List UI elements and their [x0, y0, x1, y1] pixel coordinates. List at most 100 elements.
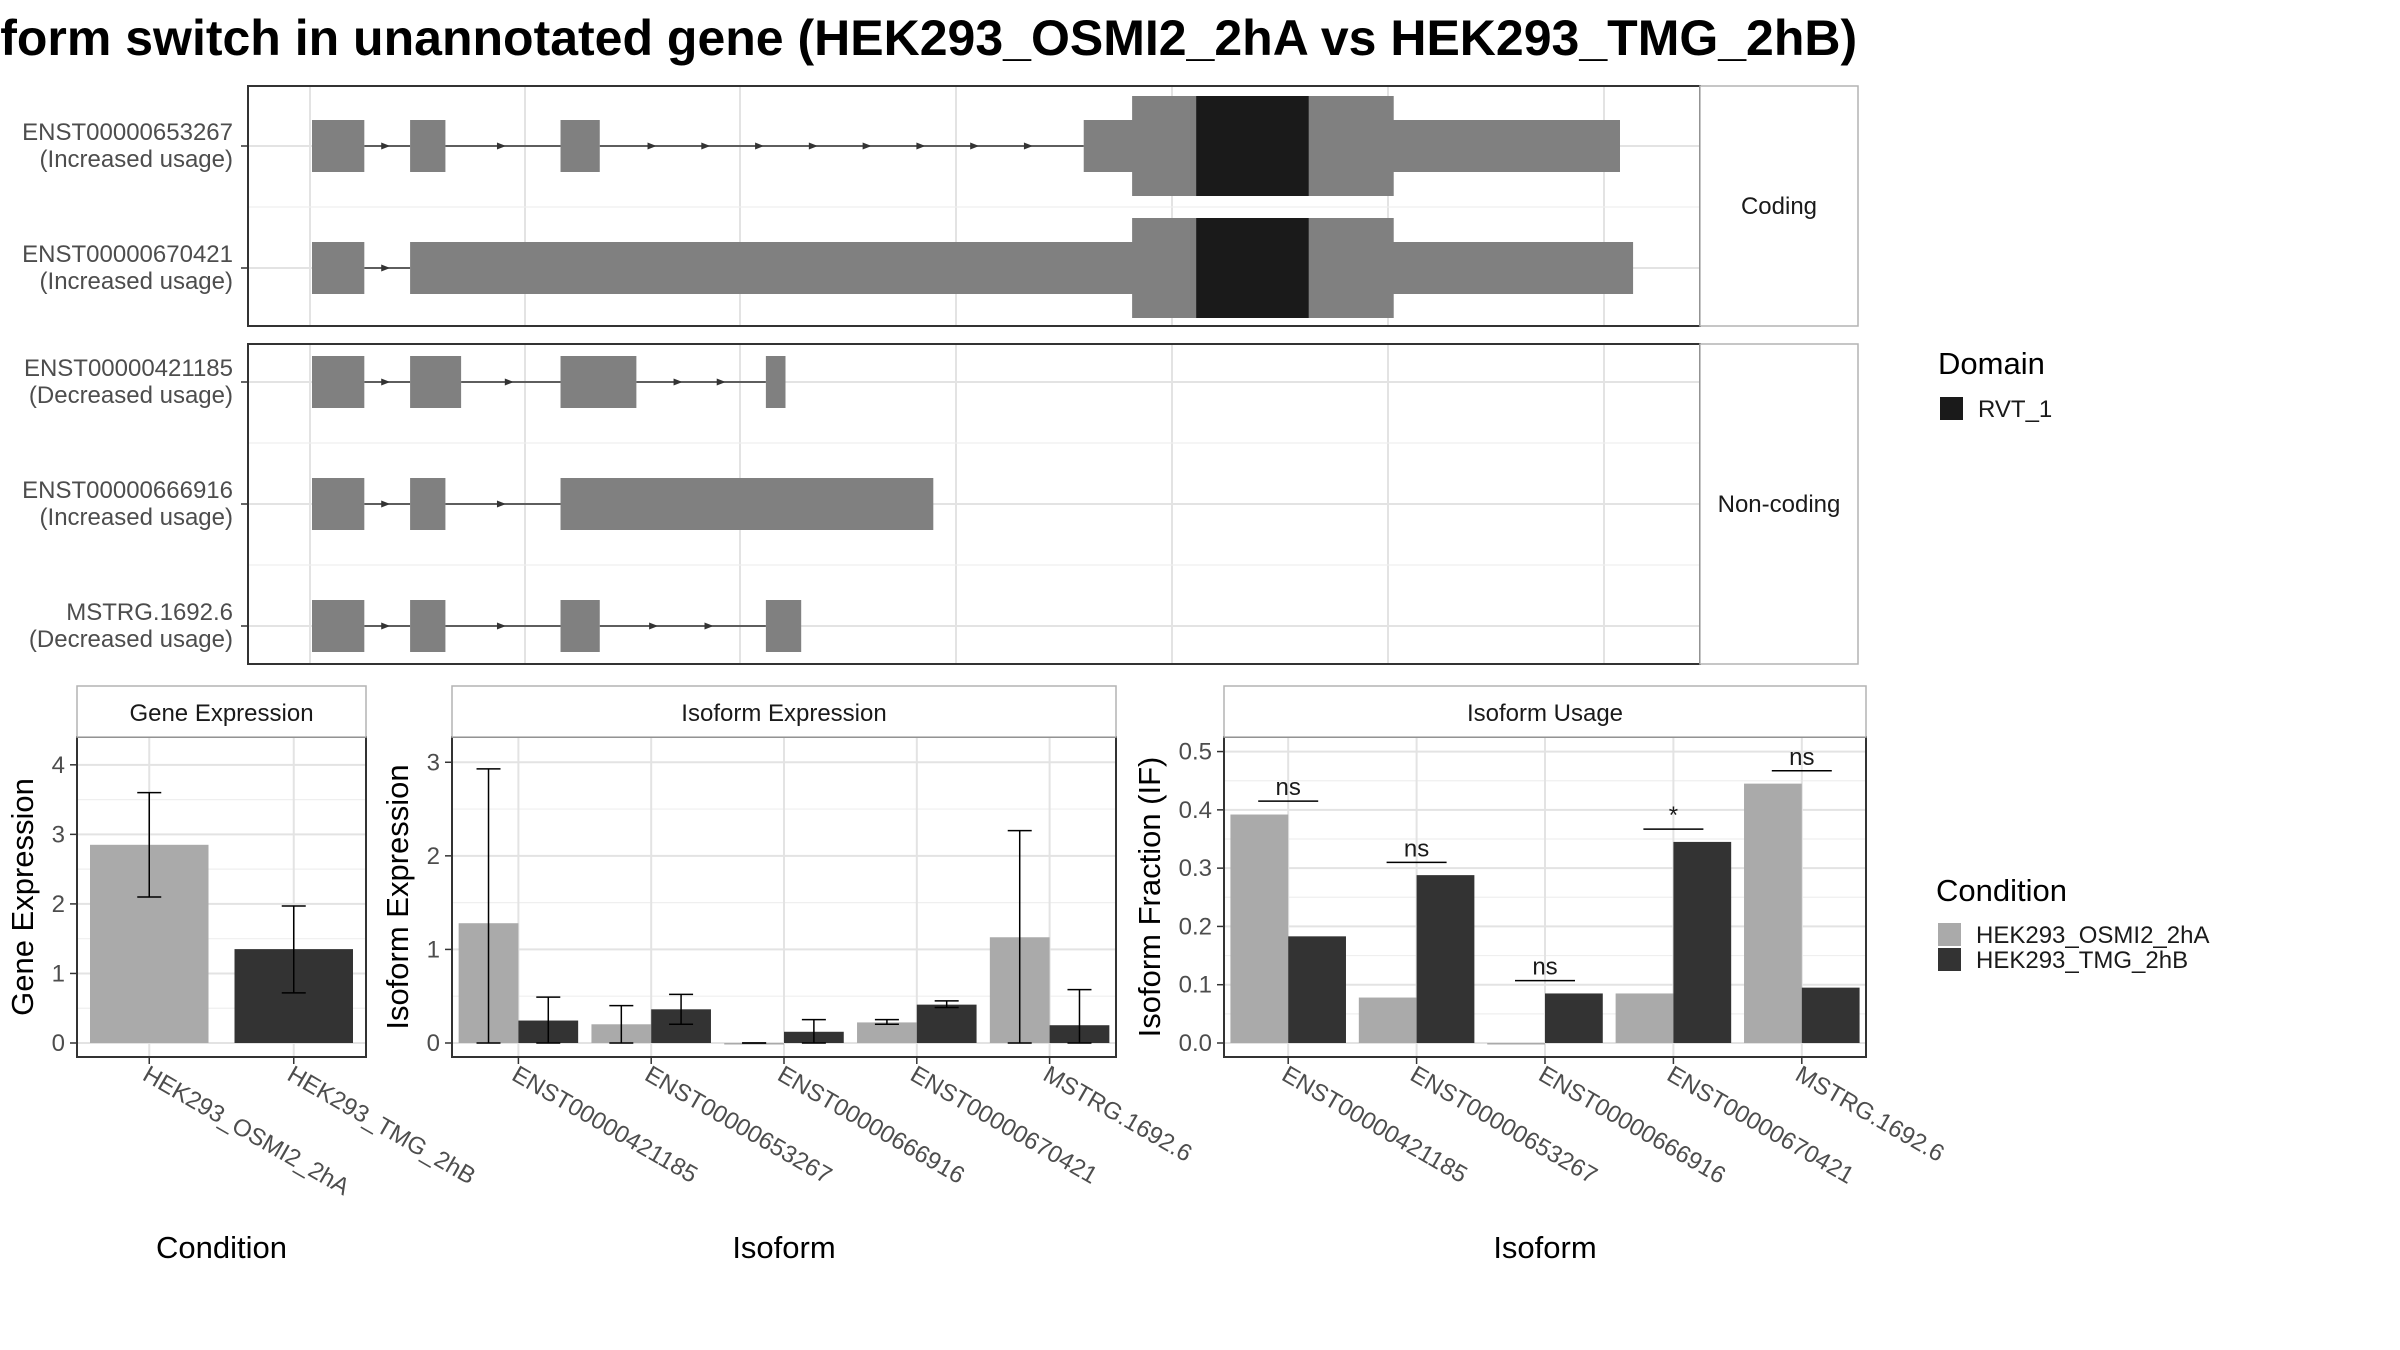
y-tick-label: 0	[52, 1030, 65, 1057]
intron-arrow	[647, 142, 657, 150]
condition-legend-label: HEK293_TMG_2hB	[1976, 947, 2188, 974]
bar	[1230, 814, 1289, 1043]
significance-label: ns	[1789, 744, 1814, 771]
transcript-id-label: ENST00000421185	[24, 355, 233, 382]
y-tick-label: 0	[427, 1030, 440, 1057]
y-axis-title: Isoform Fraction (IF)	[1132, 757, 1167, 1038]
intron-arrow	[970, 142, 980, 150]
domain-legend-label: RVT_1	[1978, 396, 2052, 423]
chart-strip	[1223, 685, 1867, 738]
intron-arrow	[381, 142, 391, 150]
y-tick-label: 3	[427, 749, 440, 776]
exon-block	[410, 356, 462, 408]
exon-block	[560, 120, 600, 172]
intron-arrow	[755, 142, 765, 150]
exon-block	[410, 600, 446, 652]
y-tick-label: 2	[427, 843, 440, 870]
exon-block	[312, 478, 365, 530]
intron-arrow	[504, 378, 514, 386]
domain-legend: Domain RVT_1	[1938, 346, 2052, 423]
bar	[1288, 936, 1346, 1043]
x-axis-title: Isoform	[1493, 1230, 1596, 1265]
domain-legend-title: Domain	[1938, 346, 2045, 381]
y-tick-label: 0.4	[1179, 797, 1212, 824]
bar	[1615, 993, 1674, 1043]
y-tick-label: 0.5	[1179, 739, 1212, 766]
y-tick-label: 1	[427, 936, 440, 963]
transcript-track: ENST00000666916(Increased usage)	[22, 477, 934, 531]
y-tick-label: 3	[52, 821, 65, 848]
transcript-track: MSTRG.1692.6(Decreased usage)	[29, 599, 802, 653]
transcript-id-label: ENST00000670421	[22, 241, 233, 268]
condition-legend-key	[1938, 948, 1961, 971]
y-tick-label: 0.3	[1179, 855, 1212, 882]
x-axis-title: Condition	[156, 1230, 287, 1265]
domain-block	[1196, 96, 1309, 196]
transcript-usage-label: (Decreased usage)	[29, 626, 233, 653]
y-tick-label: 1	[52, 960, 65, 987]
structure-group-noncoding: ENST00000421185(Decreased usage)ENST0000…	[22, 343, 1859, 665]
condition-legend-key	[1938, 923, 1961, 946]
intron-arrow	[496, 500, 506, 508]
chart-panel-title: Isoform Expression	[681, 700, 886, 727]
exon-block	[560, 478, 934, 530]
transcript-structure-panel: ENST00000653267(Increased usage)ENST0000…	[22, 85, 1859, 665]
bar	[1744, 783, 1802, 1043]
significance-label: ns	[1404, 835, 1429, 862]
significance-label: ns	[1276, 774, 1301, 801]
intron-arrow	[1023, 142, 1033, 150]
y-tick-label: 4	[52, 752, 65, 779]
y-axis-title: Isoform Expression	[380, 764, 415, 1029]
transcript-usage-label: (Decreased usage)	[29, 382, 233, 409]
chart-strip	[451, 685, 1117, 738]
domain-block	[1196, 218, 1309, 318]
domain-legend-key	[1940, 397, 1963, 420]
bar	[857, 1022, 917, 1043]
bar	[1801, 987, 1860, 1043]
intron-arrow	[862, 142, 872, 150]
exon-block	[312, 600, 365, 652]
y-tick-label: 0.0	[1179, 1030, 1212, 1057]
transcript-usage-label: (Increased usage)	[40, 146, 233, 173]
transcript-id-label: ENST00000666916	[22, 477, 233, 504]
exon-block	[410, 120, 446, 172]
bar	[916, 1004, 977, 1043]
intron-arrow	[704, 622, 714, 630]
transcript-usage-label: (Increased usage)	[40, 268, 233, 295]
structure-group-coding: ENST00000653267(Increased usage)ENST0000…	[22, 85, 1859, 327]
exon-block	[312, 242, 365, 294]
structure-strip	[1699, 85, 1859, 327]
exon-block	[765, 356, 786, 408]
legends: Domain RVT_1 Condition HEK293_OSMI2_2hAHEK2…	[1936, 346, 2209, 974]
transcript-id-label: MSTRG.1692.6	[66, 599, 233, 626]
transcript-usage-label: (Increased usage)	[40, 504, 233, 531]
intron-arrow	[381, 500, 391, 508]
exon-block	[765, 600, 802, 652]
bar	[1358, 997, 1417, 1043]
figure-title: Isoform switch in unannotated gene (HEK2…	[0, 10, 1857, 66]
chart-panel-title: Gene Expression	[129, 700, 313, 727]
y-tick-label: 0.1	[1179, 972, 1212, 999]
y-axis-title: Gene Expression	[5, 778, 40, 1016]
bar	[1416, 875, 1475, 1043]
intron-arrow	[916, 142, 926, 150]
y-tick-label: 0.2	[1179, 913, 1212, 940]
structure-group-label: Coding	[1741, 193, 1817, 220]
bar	[1545, 993, 1603, 1043]
intron-arrow	[673, 378, 683, 386]
condition-legend-title: Condition	[1936, 873, 2067, 908]
y-tick-label: 2	[52, 891, 65, 918]
intron-arrow	[381, 264, 391, 272]
transcript-id-label: ENST00000653267	[22, 119, 233, 146]
structure-group-label: Non-coding	[1718, 491, 1841, 518]
bar	[1487, 1043, 1545, 1045]
intron-arrow	[381, 622, 391, 630]
structure-strip	[1699, 343, 1859, 665]
condition-legend-label: HEK293_OSMI2_2hA	[1976, 922, 2209, 949]
significance-label: ns	[1532, 954, 1557, 981]
intron-arrow	[701, 142, 711, 150]
bar	[1673, 841, 1732, 1043]
